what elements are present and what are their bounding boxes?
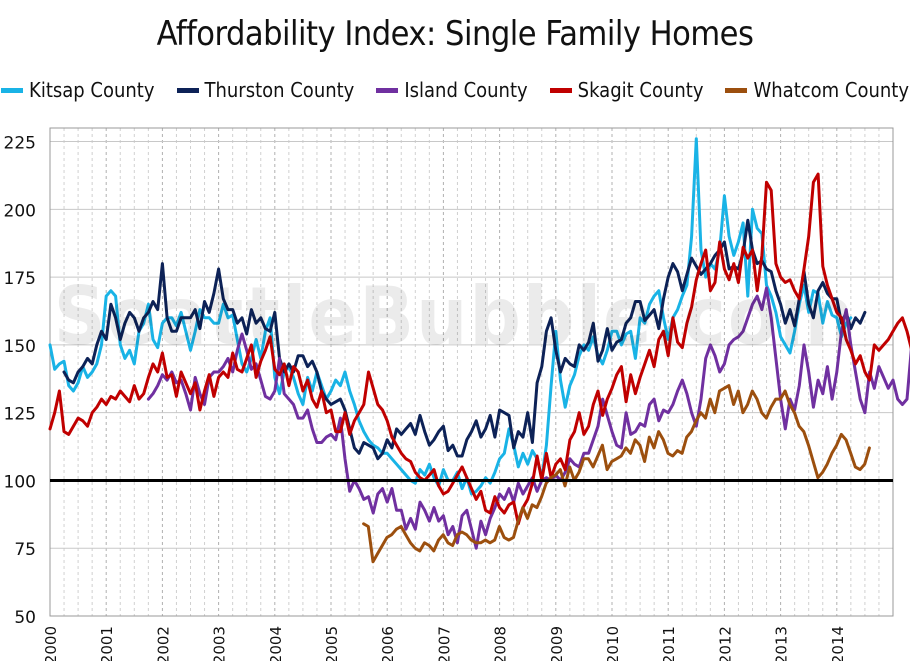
- legend-item-skagit: Skagit County: [549, 78, 704, 102]
- x-tick-label: 2014: [829, 626, 847, 661]
- x-tick-label: 2007: [435, 626, 453, 661]
- x-tick-label: 2002: [154, 626, 172, 661]
- legend-label-skagit: Skagit County: [577, 78, 704, 102]
- legend-swatch-skagit: [549, 87, 572, 93]
- legend-swatch-thurston: [176, 87, 199, 93]
- y-tick-label: 150: [4, 337, 36, 357]
- x-tick-label: 2000: [42, 626, 60, 661]
- y-tick-label: 100: [4, 472, 36, 492]
- plot-border: [49, 127, 894, 617]
- legend-label-thurston: Thurston County: [204, 78, 355, 102]
- series-line-whatcom-county: [362, 384, 871, 564]
- x-tick-label: 2009: [548, 626, 566, 661]
- chart-title: Affordability Index: Single Family Homes: [156, 14, 754, 54]
- y-tick-label: 225: [4, 134, 36, 154]
- legend-item-whatcom: Whatcom County: [725, 78, 909, 102]
- x-tick-label: 2013: [773, 626, 791, 661]
- legend-label-island: Island County: [404, 78, 528, 102]
- series-line-skagit-county: [48, 172, 910, 526]
- y-tick-label: 175: [4, 269, 36, 289]
- series-line-kitsap-county: [48, 137, 853, 496]
- legend-item-thurston: Thurston County: [176, 78, 355, 102]
- y-tick-label: 125: [4, 405, 36, 425]
- legend-item-island: Island County: [376, 78, 528, 102]
- x-tick-label: 2011: [660, 626, 678, 661]
- legend-label-kitsap: Kitsap County: [29, 78, 155, 102]
- x-tick-label: 2005: [323, 626, 341, 661]
- x-tick-label: 2006: [379, 626, 397, 661]
- x-tick-label: 2004: [267, 626, 285, 661]
- x-tick-label: 2010: [604, 626, 622, 661]
- legend-swatch-island: [376, 87, 399, 93]
- y-tick-label: 50: [14, 608, 36, 628]
- legend: Kitsap County Thurston County Island Cou…: [0, 78, 910, 102]
- y-tick-label: 75: [14, 540, 36, 560]
- x-tick-label: 2001: [98, 626, 116, 661]
- x-tick-label: 2012: [716, 626, 734, 661]
- legend-swatch-whatcom: [725, 87, 748, 93]
- legend-swatch-kitsap: [1, 87, 24, 93]
- y-tick-label: 200: [4, 201, 36, 221]
- legend-label-whatcom: Whatcom County: [753, 78, 909, 102]
- series-line-island-county: [146, 286, 910, 550]
- x-tick-label: 2003: [211, 626, 229, 661]
- x-tick-label: 2008: [492, 626, 510, 661]
- legend-item-kitsap: Kitsap County: [1, 78, 155, 102]
